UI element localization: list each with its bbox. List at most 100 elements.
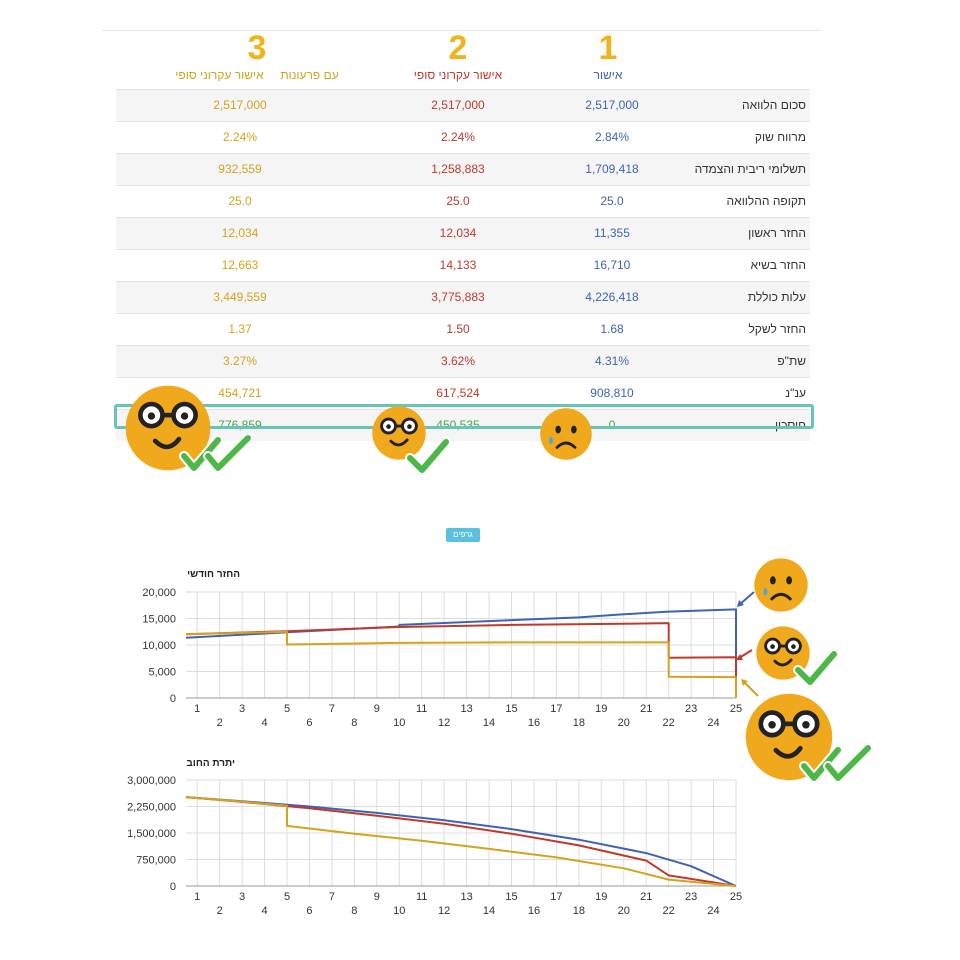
y-tick-label: 3,000,000	[127, 775, 176, 787]
series-line-3	[185, 630, 737, 698]
cell-col-2: 25.0	[446, 194, 470, 208]
series-line-3	[185, 796, 737, 887]
column-header-3: 3 עם פרעונות אישור עקרוני סופי	[172, 31, 342, 82]
x-tick-label: 14	[483, 905, 495, 917]
cell-col-2: 14,133	[439, 258, 477, 272]
cell-col-3: 3,449,559	[213, 290, 267, 304]
x-tick-label: 21	[640, 891, 652, 903]
x-tick-label: 9	[374, 891, 380, 903]
x-tick-label: 22	[663, 905, 675, 917]
table-body: סכום הלוואה 2,517,000 2,517,000 2,517,000 מר…	[116, 89, 810, 441]
x-tick-label: 24	[707, 717, 719, 729]
chart-2: 0750,0001,500,0002,250,0003,000,00012345…	[127, 775, 742, 917]
x-tick-label: 9	[374, 703, 380, 715]
smile-emoji-icon	[372, 406, 426, 460]
x-tick-label: 25	[730, 891, 742, 903]
column-header-2: 2 אישור עקרוני סופי	[398, 31, 518, 82]
row-label: החזר לשקל	[748, 322, 806, 336]
column-number: 3	[247, 29, 267, 67]
table-row: תשלומי ריבית והצמדה 1,709,418 1,258,883 932…	[116, 153, 810, 185]
table-row: שת"פ 4.31% 3.62% 3.27%	[116, 345, 810, 377]
y-tick-label: 750,000	[136, 855, 176, 867]
cell-col-1: 16,710	[593, 258, 631, 272]
cell-col-3: 12,663	[221, 258, 259, 272]
x-tick-label: 3	[239, 703, 245, 715]
x-tick-label: 1	[194, 703, 200, 715]
x-tick-label: 16	[528, 717, 540, 729]
column-label: אישור עקרוני סופי	[413, 68, 503, 82]
x-tick-label: 21	[640, 703, 652, 715]
x-tick-label: 15	[505, 891, 517, 903]
row-label: עלות כוללת	[747, 290, 806, 304]
table-row: החזר לשקל 1.68 1.50 1.37	[116, 313, 810, 345]
checkmark-icon	[793, 649, 839, 687]
x-tick-label: 2	[217, 717, 223, 729]
row-label: שת"פ	[777, 354, 806, 368]
x-tick-label: 19	[595, 703, 607, 715]
column-label: אישור	[593, 68, 623, 82]
x-tick-label: 20	[618, 717, 630, 729]
x-tick-label: 12	[438, 717, 450, 729]
x-tick-label: 25	[730, 703, 742, 715]
table-row: החזר ראשון 11,355 12,034 12,034	[116, 217, 810, 249]
y-tick-label: 0	[170, 693, 176, 705]
table-row: מרווח שוק 2.84% 2.24% 2.24%	[116, 121, 810, 153]
arrow-icon	[736, 649, 753, 660]
x-tick-label: 17	[550, 891, 562, 903]
column-label: עם פרעונות אישור עקרוני סופי	[172, 68, 342, 82]
cell-col-1: 908,810	[590, 386, 634, 400]
cell-col-2: 3.62%	[440, 354, 476, 368]
x-tick-label: 19	[595, 891, 607, 903]
sad-emoji-icon	[540, 408, 592, 460]
cell-col-1: 2,517,000	[585, 98, 639, 112]
x-tick-label: 5	[284, 891, 290, 903]
y-tick-label: 10,000	[142, 640, 176, 652]
cell-col-1: 1,709,418	[585, 162, 639, 176]
x-tick-label: 15	[505, 703, 517, 715]
savings-highlight	[114, 404, 814, 429]
cell-col-3: 25.0	[228, 194, 252, 208]
x-tick-label: 10	[393, 717, 405, 729]
y-tick-label: 15,000	[142, 614, 176, 626]
series-line-2	[185, 796, 737, 887]
arrow-icon	[737, 591, 755, 607]
x-tick-label: 13	[460, 891, 472, 903]
y-tick-label: 20,000	[142, 587, 176, 599]
x-tick-label: 4	[262, 717, 268, 729]
glasses-emoji-icon	[745, 693, 833, 781]
cell-col-2: 3,775,883	[431, 290, 485, 304]
charts-tab[interactable]: גרפים	[446, 528, 480, 542]
x-tick-label: 6	[306, 905, 312, 917]
row-label: מרווח שוק	[754, 130, 806, 144]
cell-col-2: 12,034	[439, 226, 477, 240]
x-tick-label: 22	[663, 717, 675, 729]
cell-col-1: 11,355	[594, 226, 630, 240]
cell-col-2: 1.50	[446, 322, 470, 336]
x-tick-label: 7	[329, 891, 335, 903]
column-number: 1	[598, 29, 618, 67]
cell-col-3: 932,559	[218, 162, 262, 176]
x-tick-label: 4	[262, 905, 268, 917]
x-tick-label: 10	[393, 905, 405, 917]
x-tick-label: 24	[707, 905, 719, 917]
x-tick-label: 3	[239, 891, 245, 903]
series-line-1	[185, 796, 737, 887]
cell-col-1: 4.31%	[594, 354, 630, 368]
arrow-icon	[741, 679, 759, 697]
y-tick-label: 2,250,000	[127, 802, 176, 814]
cell-col-1: 0	[608, 418, 616, 432]
x-tick-label: 18	[573, 905, 585, 917]
x-tick-label: 17	[550, 703, 562, 715]
x-tick-label: 20	[618, 905, 630, 917]
table-row: חיסכון 0 450,535 776,859	[116, 409, 810, 441]
chart-1: 05,00010,00015,00020,0001234567891011121…	[142, 587, 742, 729]
x-tick-label: 8	[351, 717, 357, 729]
cell-col-2: 2,517,000	[431, 98, 485, 112]
cell-col-2: 617,524	[436, 386, 480, 400]
column-number: 2	[448, 29, 468, 67]
cell-col-3: 1.37	[228, 322, 252, 336]
cell-col-1: 1.68	[600, 322, 624, 336]
x-tick-label: 18	[573, 717, 585, 729]
row-label: החזר ראשון	[748, 226, 806, 240]
comparison-table: 1 אישור 2 אישור עקרוני סופי 3 עם פרעונות…	[102, 30, 822, 451]
